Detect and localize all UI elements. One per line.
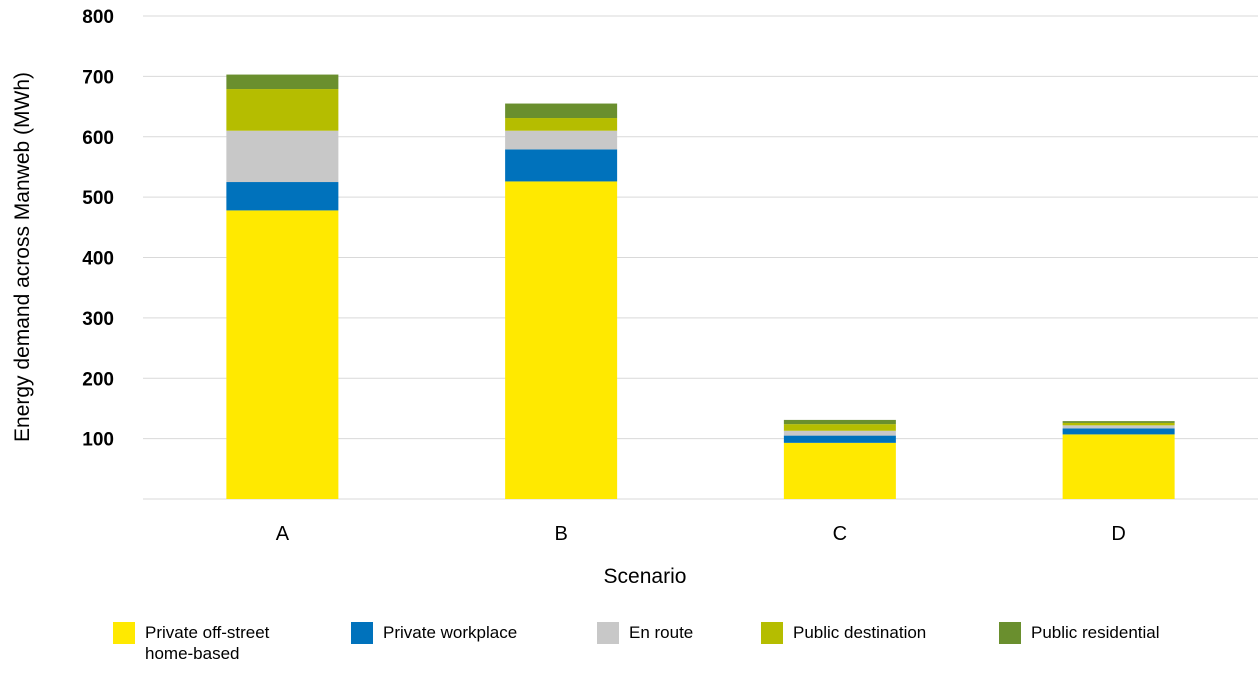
bar-segment xyxy=(505,130,618,150)
y-tick-label: 700 xyxy=(82,67,114,88)
legend-swatch xyxy=(999,622,1021,644)
legend-item: Private workplace xyxy=(351,622,517,644)
bar-segment xyxy=(226,182,339,211)
legend: Private off-street home-based Private wor… xyxy=(0,622,1258,672)
stacked-bar-chart: 100 200 300 400 500 600 700 800 A B C D Energy dem… xyxy=(11,7,1258,588)
y-tick-label: 200 xyxy=(82,369,114,390)
bar-segment xyxy=(783,430,896,436)
y-axis-ticks: 100 200 300 400 500 600 700 800 xyxy=(82,7,114,451)
x-tick-label: B xyxy=(554,523,567,545)
bar-segment xyxy=(505,181,618,500)
y-tick-label: 500 xyxy=(82,188,114,209)
y-tick-label: 400 xyxy=(82,249,114,270)
x-axis-title: Scenario xyxy=(604,565,687,588)
legend-label: En route xyxy=(629,623,694,642)
y-tick-label: 800 xyxy=(82,7,114,28)
bar-segment xyxy=(226,210,339,499)
bar-segment xyxy=(783,419,896,425)
x-tick-label: C xyxy=(833,523,847,545)
bar-segment xyxy=(1062,421,1175,423)
legend-item: En route xyxy=(597,622,693,644)
bar-segment xyxy=(1062,422,1175,426)
legend-label: Public residential xyxy=(1031,623,1160,642)
y-tick-label: 600 xyxy=(82,128,114,149)
bar-segment xyxy=(783,442,896,499)
legend-label: Private off-street home-based xyxy=(145,623,270,663)
y-tick-label: 100 xyxy=(82,430,114,451)
legend-swatch xyxy=(761,622,783,644)
bars xyxy=(226,74,1175,500)
y-tick-label: 300 xyxy=(82,309,114,330)
x-tick-label: A xyxy=(276,523,290,545)
legend-item: Public residential xyxy=(999,622,1160,644)
bar-segment xyxy=(783,424,896,431)
bar-segment xyxy=(1062,434,1175,499)
bar-segment xyxy=(1062,428,1175,435)
bar-segment xyxy=(226,130,339,183)
bar-segment xyxy=(505,149,618,182)
bar-segment xyxy=(505,103,618,119)
legend-label: Private workplace xyxy=(383,623,518,642)
legend-item: Public destination xyxy=(761,622,926,644)
bar-segment xyxy=(1062,425,1175,429)
bar-segment xyxy=(226,89,339,131)
x-axis-ticks: A B C D xyxy=(276,523,1126,545)
bar-segment xyxy=(783,435,896,443)
bar-segment xyxy=(505,118,618,131)
legend-item: Private off-street home-based xyxy=(113,622,269,664)
legend-swatch xyxy=(113,622,135,644)
y-axis-title: Energy demand across Manweb (MWh) xyxy=(11,72,34,442)
legend-label: Public destination xyxy=(793,623,927,642)
legend-swatch xyxy=(597,622,619,644)
x-tick-label: D xyxy=(1111,523,1125,545)
bar-segment xyxy=(226,74,339,90)
legend-swatch xyxy=(351,622,373,644)
